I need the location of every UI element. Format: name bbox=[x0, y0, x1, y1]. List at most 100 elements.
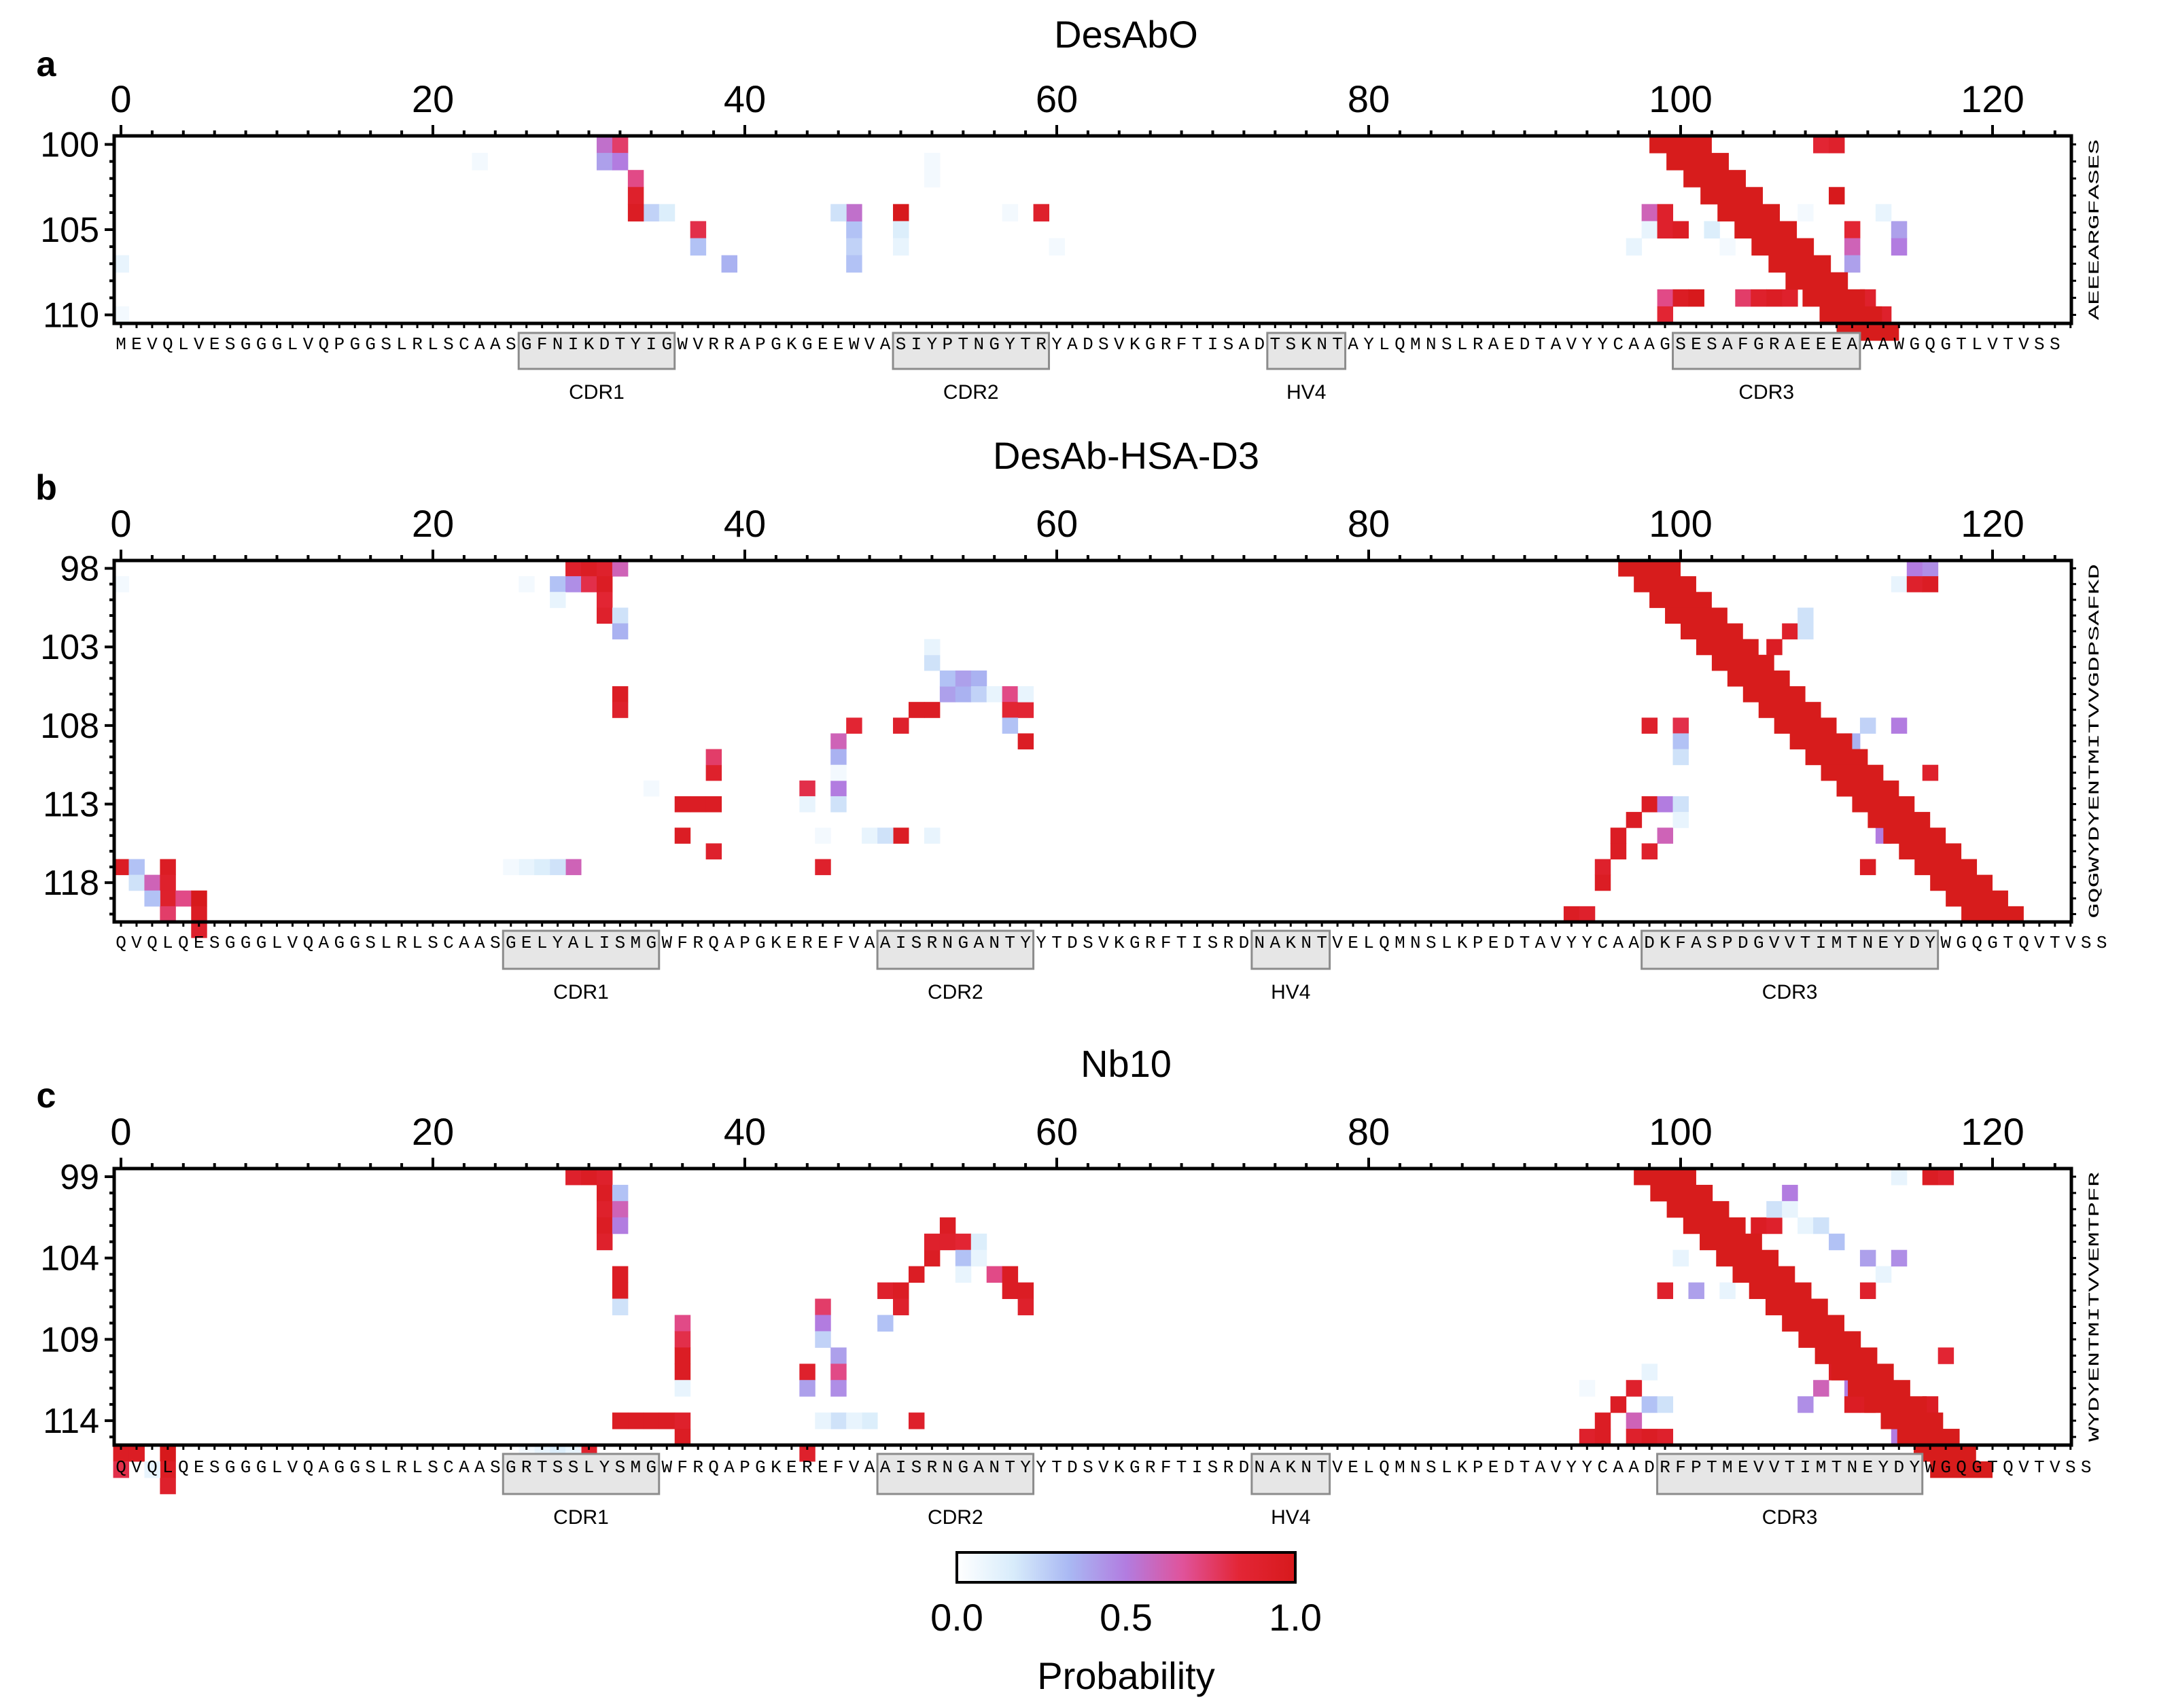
residue: T bbox=[1004, 933, 1015, 953]
heat-cell bbox=[862, 1412, 878, 1429]
residue: L bbox=[584, 1457, 595, 1478]
residue: R bbox=[802, 1457, 813, 1478]
diagonal-cell bbox=[1782, 1315, 1844, 1332]
residue: V bbox=[692, 334, 703, 355]
region-box bbox=[1250, 1453, 1331, 1495]
heat-cell bbox=[1563, 906, 1580, 923]
residue: R bbox=[927, 933, 938, 953]
y-tick-label: 98 bbox=[60, 550, 99, 589]
y-tick-label: 105 bbox=[40, 211, 99, 250]
heat-cell bbox=[1017, 1282, 1034, 1300]
residue: S bbox=[1098, 334, 1109, 355]
residue: N bbox=[1426, 334, 1437, 355]
residue: F bbox=[833, 933, 844, 953]
residue: S bbox=[2050, 334, 2060, 355]
heat-cell bbox=[144, 874, 160, 891]
region-box bbox=[1656, 1453, 1924, 1495]
residue: A bbox=[1488, 334, 1499, 355]
heat-cell bbox=[1859, 1282, 1876, 1300]
x-tick-label: 0 bbox=[110, 1110, 131, 1153]
diagonal-cell bbox=[1930, 874, 1993, 891]
residue: T bbox=[1004, 1457, 1015, 1478]
residue: S bbox=[427, 933, 438, 953]
residue: G bbox=[349, 334, 360, 355]
heat-cell bbox=[1626, 1412, 1643, 1429]
residue: V bbox=[849, 1457, 860, 1478]
residue: M bbox=[116, 334, 126, 355]
residue: E bbox=[194, 1457, 205, 1478]
heat-cell bbox=[799, 1380, 816, 1397]
heat-cell bbox=[1859, 859, 1876, 876]
heat-cell bbox=[799, 780, 816, 797]
heat-cell bbox=[1719, 1282, 1736, 1300]
x-tick-label: 0 bbox=[110, 77, 131, 120]
heat-cell bbox=[581, 1169, 597, 1186]
heat-cell bbox=[1891, 238, 1908, 256]
diagonal-cell bbox=[1914, 859, 1978, 876]
heat-cell bbox=[1002, 717, 1019, 734]
residue: Y bbox=[1566, 933, 1577, 953]
heat-cell bbox=[1906, 576, 1923, 592]
residue: A bbox=[568, 933, 579, 953]
residue: Q bbox=[1395, 334, 1405, 355]
residue: S bbox=[381, 334, 391, 355]
residue: M bbox=[1722, 1457, 1733, 1478]
x-tick-label: 120 bbox=[1961, 77, 2024, 120]
region-label: CDR2 bbox=[943, 381, 999, 404]
y-tick-label: 100 bbox=[40, 126, 99, 165]
heat-cell bbox=[519, 576, 535, 592]
heat-cell bbox=[1766, 639, 1783, 656]
heat-cell bbox=[612, 153, 629, 171]
residue: G bbox=[506, 1457, 516, 1478]
heat-cell bbox=[612, 623, 629, 640]
residue: T bbox=[2003, 933, 2014, 953]
residue: V bbox=[287, 933, 298, 953]
residue: L bbox=[584, 933, 595, 953]
heat-cell bbox=[674, 796, 691, 813]
residue: A bbox=[864, 933, 875, 953]
heat-cell bbox=[534, 859, 550, 876]
residue: G bbox=[349, 933, 360, 953]
heat-cell bbox=[643, 1412, 660, 1429]
residue: G bbox=[1987, 933, 1998, 953]
heat-cell bbox=[1735, 289, 1751, 307]
region-label: CDR1 bbox=[553, 1506, 609, 1529]
heat-cell bbox=[581, 576, 597, 592]
residue: Y bbox=[1036, 933, 1047, 953]
diagonal-cell bbox=[1864, 1396, 1927, 1413]
residue: F bbox=[537, 334, 548, 355]
x-tick-label: 80 bbox=[1348, 77, 1390, 120]
region-annotations: CDR1 CDR2 HV4 CDR3 bbox=[517, 332, 1861, 404]
heat-cell bbox=[1922, 576, 1939, 592]
residue: M bbox=[631, 933, 642, 953]
region-box bbox=[876, 929, 1035, 970]
heat-cell bbox=[815, 859, 831, 876]
diagonal-cell bbox=[1618, 561, 1681, 577]
residue: G bbox=[349, 1457, 360, 1478]
heat-cell bbox=[1844, 255, 1861, 273]
residue: S bbox=[1706, 334, 1717, 355]
heat-cell bbox=[1782, 1184, 1798, 1202]
residue: N bbox=[989, 933, 1000, 953]
heat-cell bbox=[1641, 1364, 1658, 1381]
heat-cell bbox=[612, 1412, 629, 1429]
heat-cell bbox=[1641, 221, 1658, 239]
heat-cell bbox=[986, 686, 1003, 702]
heat-cell bbox=[705, 843, 722, 859]
residue: Y bbox=[1597, 334, 1608, 355]
heat-cell bbox=[924, 170, 941, 188]
residue: S bbox=[365, 933, 376, 953]
heat-cell bbox=[160, 906, 176, 923]
residue: R bbox=[1769, 334, 1780, 355]
residue: G bbox=[958, 1457, 968, 1478]
heat-cell bbox=[1922, 1169, 1939, 1186]
residue: Y bbox=[1909, 1457, 1920, 1478]
residue: K bbox=[786, 334, 797, 355]
residue: Q bbox=[116, 933, 126, 953]
region-box bbox=[1266, 332, 1347, 370]
diagonal-cell bbox=[1848, 1380, 1910, 1397]
diagonal-cell bbox=[1650, 1184, 1713, 1202]
residue: R bbox=[802, 933, 813, 953]
